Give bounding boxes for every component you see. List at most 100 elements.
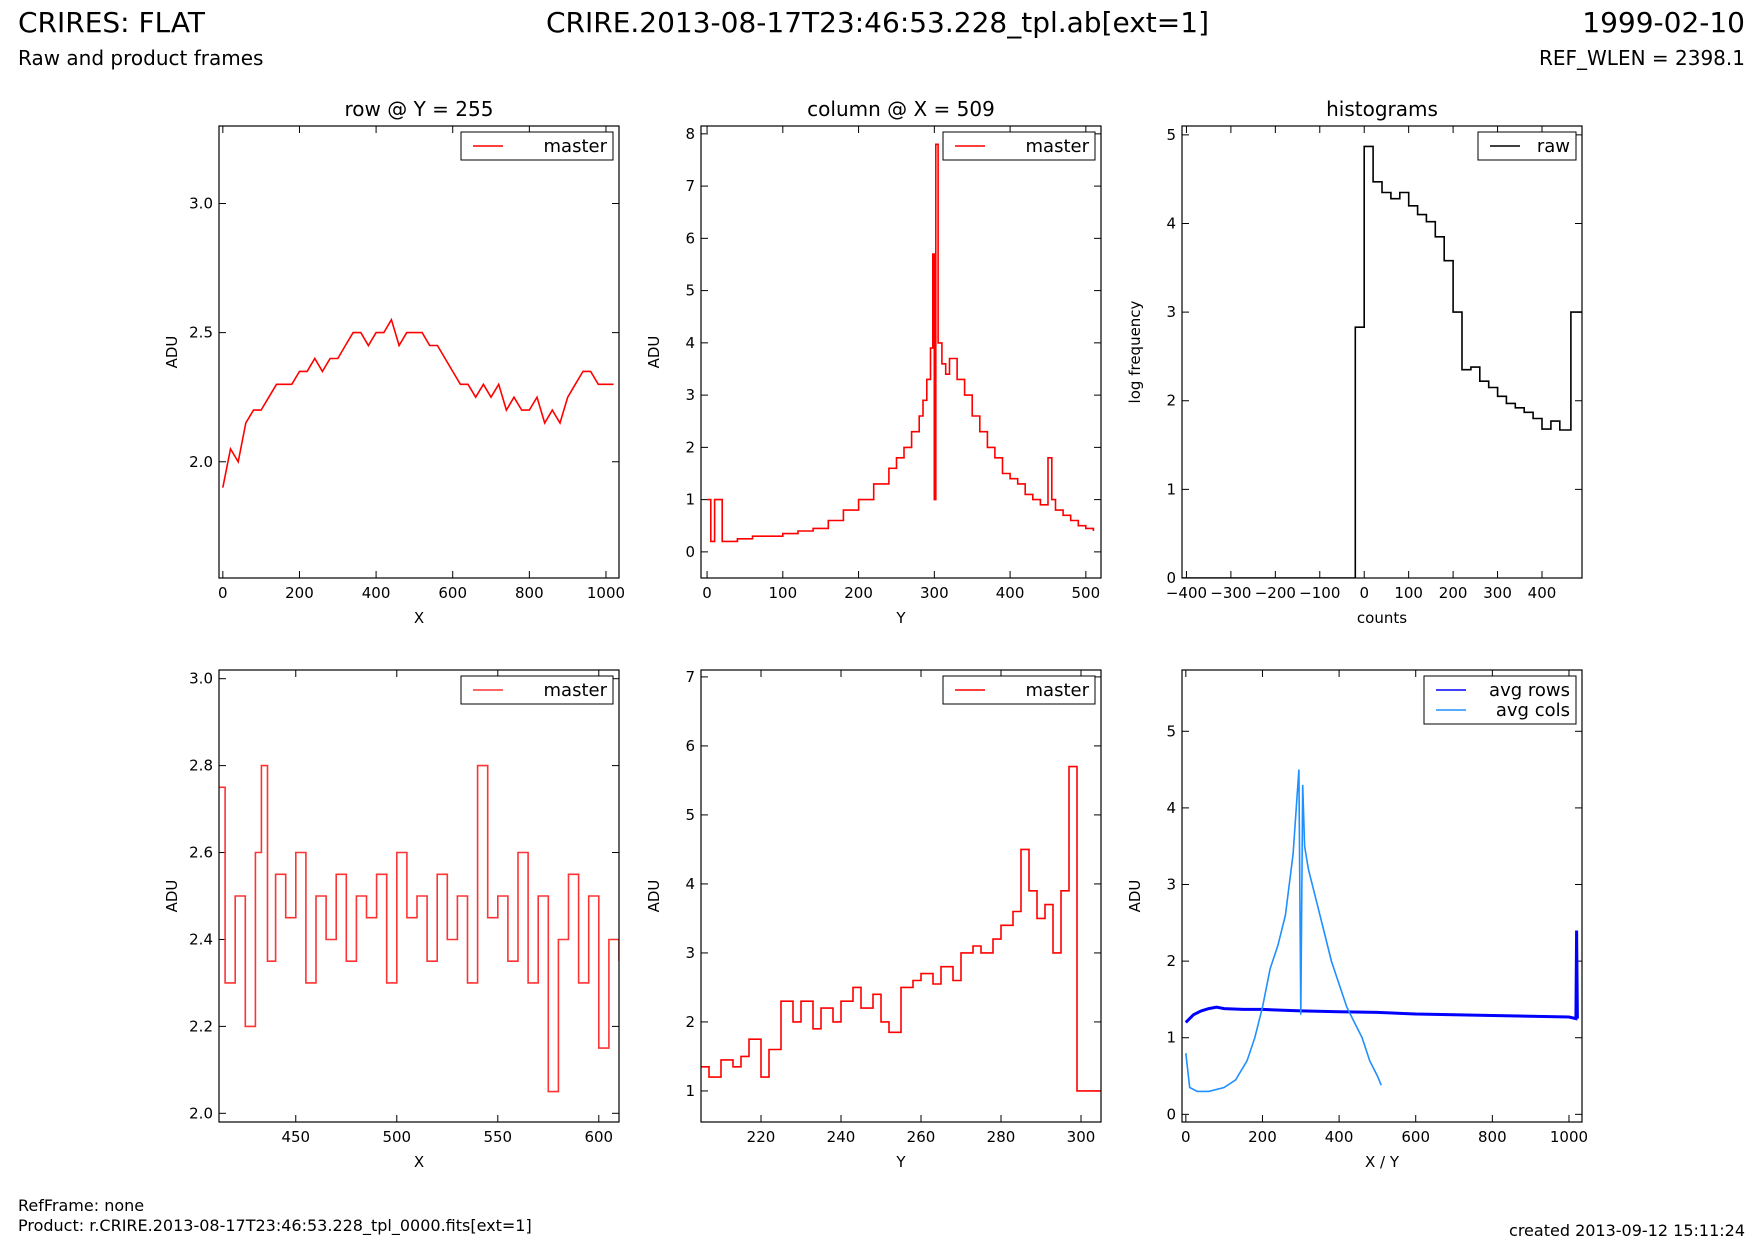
chart-4-ytick-label: 2.2 bbox=[189, 1017, 213, 1035]
created-label: created 2013-09-12 15:11:24 bbox=[1509, 1221, 1745, 1240]
chart-5-legend: master bbox=[942, 675, 1096, 705]
chart-1-xtick-label: 0 bbox=[218, 584, 228, 602]
chart-6-ytick-label: 1 bbox=[1166, 1029, 1176, 1047]
chart-5-ytick-label: 3 bbox=[685, 944, 695, 962]
chart-2-title: column @ X = 509 bbox=[807, 97, 995, 121]
chart-4-legend-label: master bbox=[544, 680, 608, 701]
chart-2: column @ X = 509 Y ADU 0 100 200 300 400 500 0 1 2 3… bbox=[645, 97, 1102, 627]
chart-6-xtick-label: 800 bbox=[1478, 1128, 1507, 1146]
chart-6-xtick-label: 200 bbox=[1248, 1128, 1277, 1146]
chart-3-xtick-label: 0 bbox=[1359, 584, 1369, 602]
chart-6-xlabel: X / Y bbox=[1365, 1153, 1400, 1171]
chart-5-series-master bbox=[701, 765, 1101, 1092]
chart-4-legend: master bbox=[460, 675, 614, 705]
chart-6-legend-label: avg cols bbox=[1496, 700, 1570, 721]
chart-3-title: histograms bbox=[1326, 97, 1438, 121]
chart-2-xtick-label: 0 bbox=[702, 584, 712, 602]
chart-6-xtick-label: 600 bbox=[1401, 1128, 1430, 1146]
chart-2-xtick-label: 500 bbox=[1072, 584, 1101, 602]
chart-2-ytick-label: 3 bbox=[685, 386, 695, 404]
chart-3-ytick-label: 1 bbox=[1166, 480, 1176, 498]
chart-5-xtick-label: 280 bbox=[987, 1128, 1016, 1146]
chart-2-ytick-label: 5 bbox=[685, 282, 695, 300]
chart-6-ylabel: ADU bbox=[1126, 880, 1144, 913]
chart-4-ylabel: ADU bbox=[163, 880, 181, 913]
chart-2-ytick-label: 6 bbox=[685, 229, 695, 247]
chart-3-legend-label: raw bbox=[1537, 136, 1570, 157]
chart-1-xlabel: X bbox=[414, 609, 424, 627]
chart-3-xtick-label: 200 bbox=[1439, 584, 1468, 602]
chart-2-xtick-label: 300 bbox=[920, 584, 949, 602]
chart-3-ytick-label: 2 bbox=[1166, 392, 1176, 410]
chart-5-ytick-label: 4 bbox=[685, 875, 695, 893]
chart-2-xlabel: Y bbox=[895, 609, 906, 627]
chart-1-ytick-label: 2.5 bbox=[189, 324, 213, 342]
chart-2-ytick-label: 2 bbox=[685, 438, 695, 456]
chart-1-legend: master bbox=[460, 131, 614, 161]
chart-2-ytick-label: 4 bbox=[685, 334, 695, 352]
chart-6-xtick-label: 1000 bbox=[1550, 1128, 1588, 1146]
chart-5-xtick-label: 300 bbox=[1067, 1128, 1096, 1146]
chart-5-ytick-label: 6 bbox=[685, 737, 695, 755]
chart-4-xtick-label: 600 bbox=[584, 1128, 613, 1146]
chart-1-title: row @ Y = 255 bbox=[345, 97, 494, 121]
date-label: 1999-02-10 bbox=[1582, 6, 1745, 39]
chart-3-xtick-label: −400 bbox=[1166, 584, 1207, 602]
chart-2-xtick-label: 200 bbox=[844, 584, 873, 602]
chart-5-xtick-label: 260 bbox=[907, 1128, 936, 1146]
chart-4-ytick-label: 2.4 bbox=[189, 930, 213, 948]
chart-3: histograms counts log frequency −400 −300 −20… bbox=[1126, 97, 1583, 627]
chart-3-ylabel: log frequency bbox=[1126, 300, 1144, 403]
chart-1-ytick-label: 3.0 bbox=[189, 194, 213, 212]
chart-3-ytick-label: 5 bbox=[1166, 126, 1176, 144]
chart-4-xtick-label: 450 bbox=[281, 1128, 310, 1146]
chart-5-ylabel: ADU bbox=[645, 880, 663, 913]
chart-3-ytick-label: 0 bbox=[1166, 569, 1176, 587]
chart-6-ytick-label: 0 bbox=[1166, 1105, 1176, 1123]
chart-5-ytick-label: 7 bbox=[685, 668, 695, 686]
chart-4-xtick-label: 500 bbox=[382, 1128, 411, 1146]
chart-2-series-master bbox=[707, 143, 1095, 543]
chart-1-series-master bbox=[222, 317, 614, 488]
chart-2-frame bbox=[700, 125, 1102, 579]
frame-title: CRIRE.2013-08-17T23:46:53.228_tpl.ab[ext… bbox=[545, 6, 1209, 39]
chart-5-ytick-label: 2 bbox=[685, 1013, 695, 1031]
chart-3-ytick-label: 4 bbox=[1166, 214, 1176, 232]
chart-3-xtick-label: 300 bbox=[1483, 584, 1512, 602]
chart-4-series-master bbox=[219, 764, 619, 1093]
chart-6-xtick-label: 400 bbox=[1325, 1128, 1354, 1146]
chart-2-ytick-label: 1 bbox=[685, 491, 695, 509]
chart-2-xtick-label: 100 bbox=[768, 584, 797, 602]
chart-5-xlabel: Y bbox=[895, 1153, 906, 1171]
chart-6-frame bbox=[1181, 669, 1583, 1123]
ref-wlen-label: REF_WLEN = 2398.1 bbox=[1538, 46, 1745, 70]
chart-3-xtick-label: −200 bbox=[1255, 584, 1296, 602]
chart-3-xtick-label: 400 bbox=[1528, 584, 1557, 602]
chart-5-ytick-label: 5 bbox=[685, 806, 695, 824]
chart-4-ytick-label: 3.0 bbox=[189, 670, 213, 688]
chart-1: row @ Y = 255 X ADU 0 200 400 600 800 1000 2.0 2.5… bbox=[163, 97, 625, 627]
chart-6-ytick-label: 5 bbox=[1166, 722, 1176, 740]
chart-6-ytick-label: 3 bbox=[1166, 876, 1176, 894]
chart-4-frame bbox=[218, 669, 620, 1123]
chart-5-xtick-label: 240 bbox=[827, 1128, 856, 1146]
chart-3-xtick-label: −300 bbox=[1210, 584, 1251, 602]
chart-3-ytick-label: 3 bbox=[1166, 303, 1176, 321]
chart-2-ytick-label: 0 bbox=[685, 543, 695, 561]
chart-1-xtick-label: 800 bbox=[515, 584, 544, 602]
chart-6-legend-box bbox=[1423, 675, 1577, 725]
ref-frame-label: RefFrame: none bbox=[18, 1196, 145, 1215]
chart-3-xlabel: counts bbox=[1357, 609, 1407, 627]
chart-2-legend: master bbox=[942, 131, 1096, 161]
chart-1-frame bbox=[218, 125, 620, 579]
chart-6-series-avg-rows bbox=[1184, 930, 1579, 1024]
chart-5: Y ADU 220 240 260 280 300 1 2 3 4 5 6 7 master bbox=[645, 668, 1102, 1171]
chart-3-xtick-label: 100 bbox=[1394, 584, 1423, 602]
page-subtitle: Raw and product frames bbox=[18, 46, 264, 70]
chart-4-xtick-label: 550 bbox=[483, 1128, 512, 1146]
chart-6-ytick-label: 2 bbox=[1166, 952, 1176, 970]
chart-5-legend-label: master bbox=[1026, 680, 1090, 701]
chart-4-ytick-label: 2.8 bbox=[189, 757, 213, 775]
